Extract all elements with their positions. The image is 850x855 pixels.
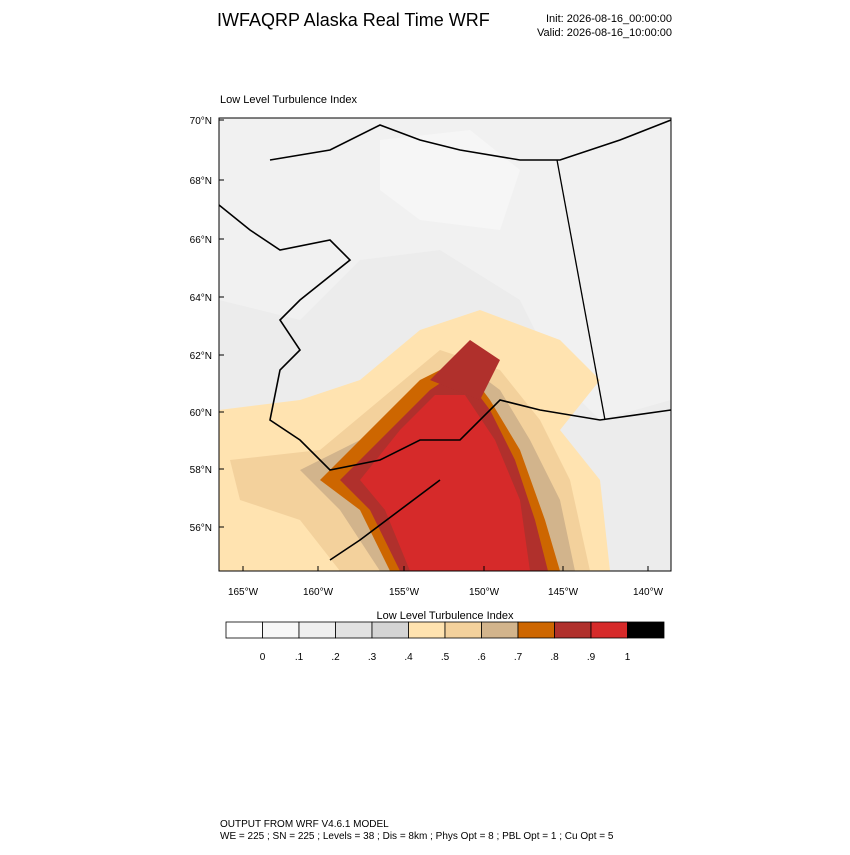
colorbar: 0 .1 .2 .3 .4 .5 .6 .7 .8 .9 1	[225, 621, 665, 663]
colorbar-box	[481, 621, 519, 639]
valid-time: Valid: 2026-08-16_10:00:00	[537, 27, 672, 39]
colorbar-label: .6	[477, 652, 486, 663]
lat-label: 66°N	[190, 235, 212, 246]
colorbar-box	[225, 621, 263, 639]
colorbar-label: .3	[368, 652, 377, 663]
colorbar-box	[517, 621, 555, 639]
colorbar-label: .4	[404, 652, 413, 663]
colorbar-label: .2	[331, 652, 340, 663]
map-frame	[218, 117, 672, 572]
lat-label: 64°N	[190, 293, 212, 304]
title: IWFAQRP Alaska Real Time WRF	[217, 10, 490, 30]
colorbar-box	[627, 621, 665, 639]
colorbar-box	[371, 621, 409, 639]
colorbar-label: .8	[550, 652, 559, 663]
colorbar-label: .1	[295, 652, 304, 663]
axis-labels: 70°N 68°N 66°N 64°N 62°N 60°N 58°N 56°N 165°W 160…	[190, 116, 664, 598]
colorbar-label: .7	[514, 652, 523, 663]
colorbar-box	[444, 621, 482, 639]
colorbar-label: .5	[441, 652, 450, 663]
lon-label: 150°W	[469, 587, 500, 598]
colorbar-label: .9	[587, 652, 596, 663]
lat-label: 58°N	[190, 465, 212, 476]
map-subtitle: Low Level Turbulence Index	[220, 94, 357, 106]
lat-label: 60°N	[190, 408, 212, 419]
colorbar-label: 0	[260, 652, 266, 663]
lat-label: 68°N	[190, 176, 212, 187]
lat-label: 56°N	[190, 523, 212, 534]
lon-label: 155°W	[389, 587, 420, 598]
colorbar-title: Low Level Turbulence Index	[377, 610, 514, 622]
lon-label: 160°W	[303, 587, 334, 598]
footer-line: OUTPUT FROM WRF V4.6.1 MODEL	[220, 819, 389, 830]
lat-label: 70°N	[190, 116, 212, 127]
colorbar-box	[554, 621, 592, 639]
lon-label: 145°W	[548, 587, 579, 598]
colorbar-box	[590, 621, 628, 639]
colorbar-box	[335, 621, 373, 639]
lat-label: 62°N	[190, 351, 212, 362]
map-field	[219, 118, 671, 571]
colorbar-box	[262, 621, 300, 639]
lon-label: 165°W	[228, 587, 259, 598]
colorbar-box	[408, 621, 446, 639]
init-time: Init: 2026-08-16_00:00:00	[546, 13, 672, 25]
colorbar-box	[298, 621, 336, 639]
colorbar-label: 1	[625, 652, 631, 663]
lon-label: 140°W	[633, 587, 664, 598]
footer-line: WE = 225 ; SN = 225 ; Levels = 38 ; Dis …	[220, 831, 614, 842]
